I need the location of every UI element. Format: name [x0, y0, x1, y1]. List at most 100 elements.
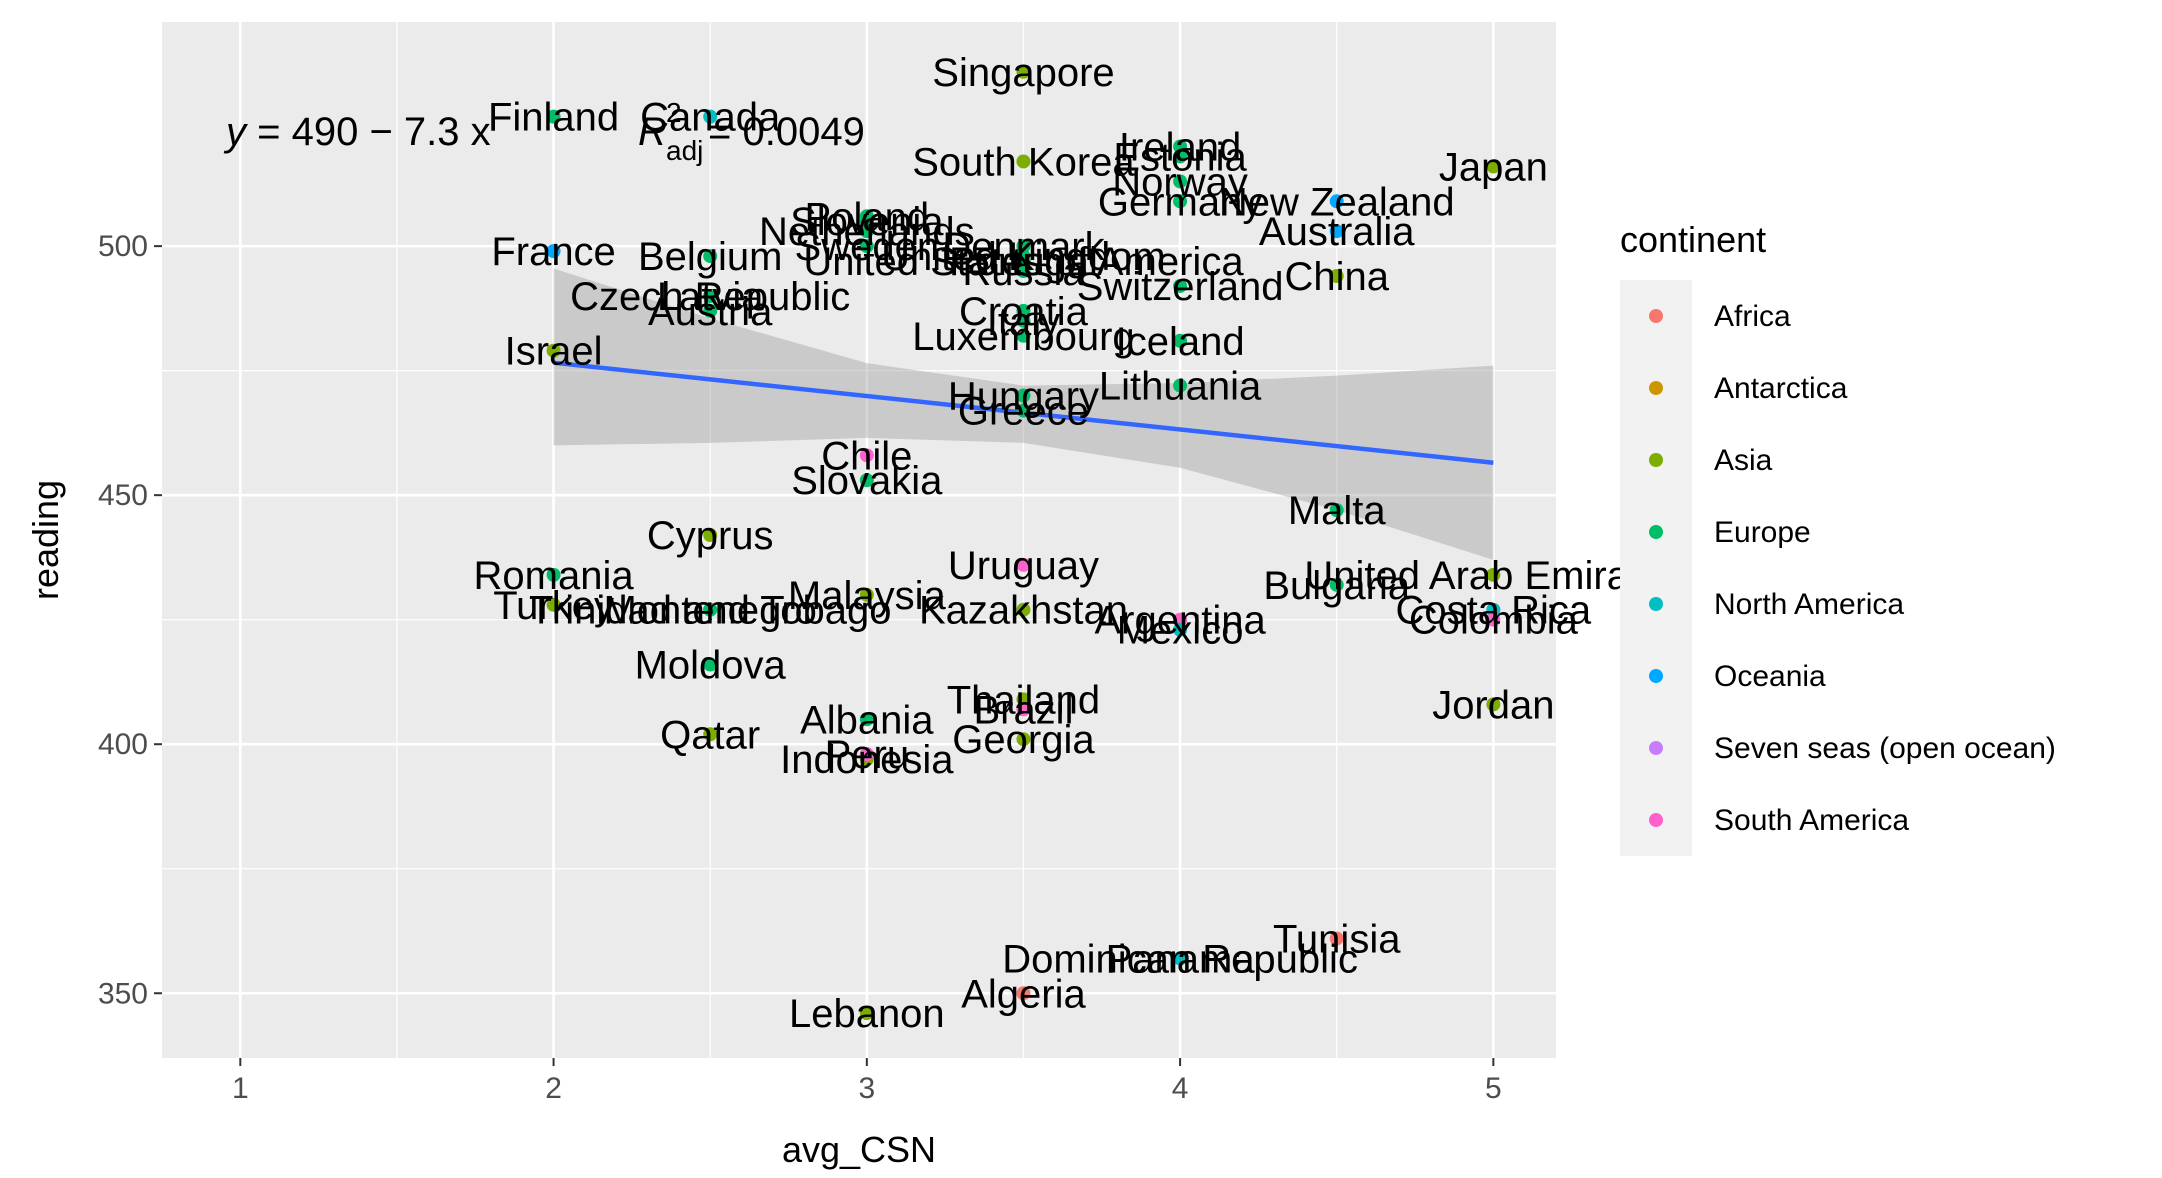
data-point	[1016, 403, 1031, 418]
point-label: Thailand	[947, 678, 1100, 722]
data-point	[1016, 254, 1031, 269]
point-label: Qatar	[660, 713, 760, 757]
data-point	[859, 224, 874, 239]
point-label: Belgium	[638, 235, 783, 279]
data-point	[1016, 313, 1031, 328]
data-point	[703, 288, 718, 303]
x-axis-ticks: 1 2 3 4 5	[232, 1058, 1502, 1105]
point-label: Norway	[1112, 160, 1248, 204]
regression-equation: y = 490 − 7.3 x R 2 adj = 0.0049	[223, 97, 865, 166]
data-point	[859, 473, 874, 488]
point-labels: Singapore Finland Canada IrelandEstoniaSout…	[474, 51, 1683, 1036]
data-point	[1329, 503, 1344, 518]
x-axis-title: avg_CSN	[782, 1129, 936, 1170]
x-tick-label: 4	[1172, 1072, 1189, 1105]
data-point	[703, 727, 718, 742]
point-label: Latvia	[657, 275, 764, 319]
data-point	[1486, 697, 1501, 712]
point-label: Uruguay	[948, 544, 1099, 588]
data-point	[859, 1006, 874, 1021]
point-label: Kazakhstan	[919, 589, 1128, 633]
data-point	[546, 109, 561, 124]
data-point	[1016, 986, 1031, 1001]
point-label: Russia	[962, 250, 1085, 294]
data-point	[1173, 612, 1188, 627]
point-label: Lebanon	[789, 992, 945, 1036]
data-point	[703, 657, 718, 672]
data-point	[1173, 333, 1188, 348]
data-point	[1173, 174, 1188, 189]
data-point	[703, 528, 718, 543]
data-point	[1486, 159, 1501, 174]
legend-entry-label: Europe	[1714, 516, 1811, 549]
point-label: Indonesia	[780, 738, 954, 782]
point-label: Portugal	[949, 240, 1098, 284]
point-label: Turkey	[493, 584, 614, 628]
point-label: Australia	[1259, 210, 1415, 254]
legend-key-dot	[1649, 741, 1663, 755]
y-tick-label: 350	[98, 977, 148, 1010]
data-point	[859, 214, 874, 229]
data-point	[546, 597, 561, 612]
point-label: Peru	[825, 733, 910, 777]
point-label: Denmark	[942, 225, 1105, 269]
legend: continent Africa Antarctica Asia Europe Nort…	[1620, 219, 2056, 856]
point-label: Luxembourg	[912, 315, 1134, 359]
point-label: New Zealand	[1219, 180, 1455, 224]
point-label: Algeria	[961, 972, 1086, 1016]
point-label: Cyprus	[647, 514, 774, 558]
point-label: Finland	[488, 96, 619, 140]
point-label: Germany	[1098, 180, 1263, 224]
data-point	[546, 343, 561, 358]
point-label: Brazil	[973, 688, 1073, 732]
y-axis-ticks: 350 400 450 500	[98, 230, 162, 1010]
point-label: Singapore	[932, 51, 1114, 95]
point-label: Moldova	[635, 644, 787, 688]
y-tick-label: 400	[98, 728, 148, 761]
data-point	[703, 602, 718, 617]
point-label: Israel	[505, 330, 603, 374]
point-label: Tunisia	[1273, 917, 1401, 961]
data-point	[1016, 557, 1031, 572]
data-point	[859, 448, 874, 463]
data-point	[546, 244, 561, 259]
x-tick-label: 3	[858, 1072, 875, 1105]
point-label: United States of America	[803, 240, 1244, 284]
y-tick-label: 450	[98, 479, 148, 512]
x-tick-label: 1	[232, 1072, 249, 1105]
point-label: China	[1284, 255, 1389, 299]
point-label: South Korea	[912, 140, 1135, 184]
point-label: Hungary	[948, 375, 1099, 419]
data-point	[1016, 154, 1031, 169]
point-label: Poland	[805, 195, 930, 239]
point-label: Dominican Republic	[1002, 937, 1358, 981]
data-point	[546, 567, 561, 582]
legend-title: continent	[1620, 219, 1766, 260]
legend-key-dot	[1649, 669, 1663, 683]
legend-entry-label: Oceania	[1714, 660, 1826, 693]
point-label: Austria	[648, 290, 773, 334]
point-label: Montenegro	[603, 589, 816, 633]
point-label: Estonia	[1113, 135, 1247, 179]
point-label: Malta	[1288, 489, 1387, 533]
data-point	[1173, 378, 1188, 393]
point-label: Jordan	[1432, 683, 1554, 727]
legend-entry-label: North America	[1714, 588, 1904, 621]
legend-entry-label: South America	[1714, 804, 1909, 837]
data-point	[1329, 269, 1344, 284]
data-point	[859, 587, 874, 602]
point-label: Chile	[821, 434, 912, 478]
point-label: Argentina	[1094, 599, 1266, 643]
data-point	[1016, 602, 1031, 617]
data-point	[1173, 149, 1188, 164]
legend-key-dot	[1649, 453, 1663, 467]
data-point	[1016, 732, 1031, 747]
point-label: Croatia	[959, 290, 1089, 334]
point-label: France	[491, 230, 616, 274]
point-label: United Arab Emirates	[1304, 554, 1682, 598]
point-label: Slovakia	[791, 459, 943, 503]
equation-r-value: = 0.0049	[708, 110, 865, 154]
equation-y: y	[223, 110, 249, 154]
svg-text:y = 490 − 7.3 x: y = 490 − 7.3 x	[223, 110, 491, 154]
legend-key-dot	[1649, 813, 1663, 827]
